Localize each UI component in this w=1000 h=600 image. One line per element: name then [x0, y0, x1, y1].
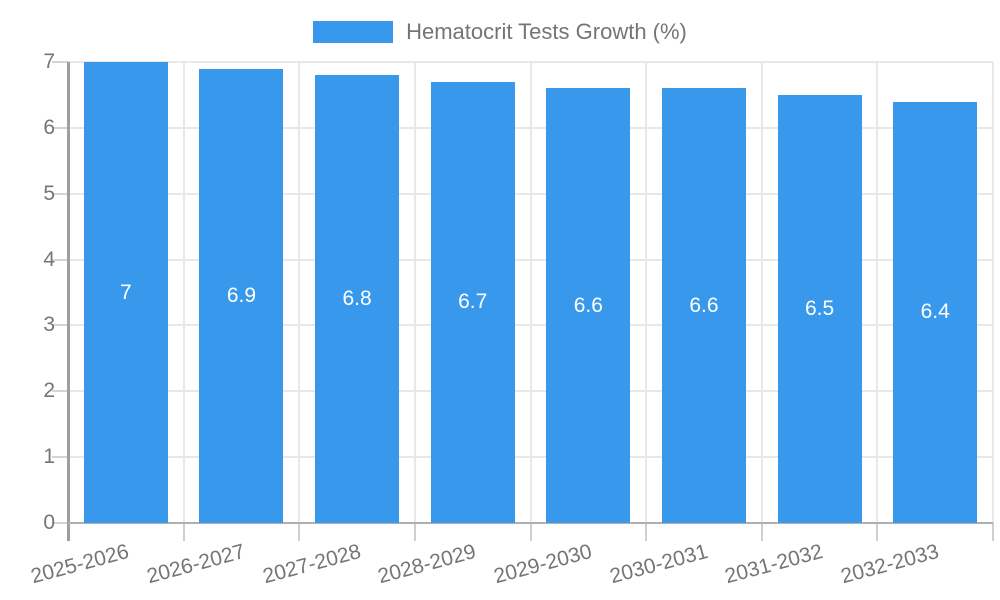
y-tick-label: 0 — [43, 511, 55, 534]
x-tick-mark — [298, 523, 301, 541]
bar-value-label: 6.8 — [342, 287, 372, 311]
y-tick-label: 2 — [43, 379, 55, 403]
x-tick-mark — [992, 523, 994, 541]
bar-value-label: 6.9 — [226, 283, 257, 307]
x-gridline — [182, 62, 185, 523]
x-tick-label: 2026-2027 — [144, 540, 248, 589]
x-tick-mark — [529, 523, 532, 541]
x-tick-mark — [876, 523, 879, 541]
x-tick-label: 2025-2026 — [28, 540, 132, 589]
bar[interactable] — [661, 88, 746, 523]
y-tick-label: 4 — [43, 247, 55, 271]
legend-swatch — [313, 21, 394, 43]
y-tick-mark — [52, 390, 68, 393]
bar[interactable] — [893, 101, 978, 523]
x-tick-mark — [413, 523, 416, 541]
y-tick-label: 6 — [43, 115, 55, 139]
bar-value-label: 7 — [119, 280, 132, 304]
x-gridline — [645, 62, 648, 523]
y-tick-label: 1 — [43, 445, 55, 469]
x-axis-line — [68, 522, 993, 524]
y-tick-mark — [52, 192, 68, 195]
x-tick-mark — [645, 523, 648, 541]
x-gridline — [992, 62, 994, 523]
y-axis-line — [67, 62, 70, 541]
x-gridline — [413, 62, 416, 523]
bar[interactable] — [777, 94, 862, 523]
y-tick-mark — [52, 456, 68, 459]
bar-value-label: 6.6 — [573, 293, 603, 317]
y-tick-mark — [52, 126, 68, 129]
x-gridline — [529, 62, 532, 523]
y-tick-mark — [52, 324, 68, 327]
x-tick-label: 2027-2028 — [260, 540, 364, 589]
x-tick-label: 2032-2033 — [838, 540, 942, 589]
y-tick-label: 7 — [43, 50, 55, 73]
bar[interactable] — [83, 62, 168, 523]
x-tick-mark — [760, 523, 763, 541]
x-gridline — [760, 62, 763, 523]
x-gridline — [298, 62, 301, 523]
y-tick-mark — [52, 522, 68, 524]
x-tick-mark — [182, 523, 185, 541]
bar[interactable] — [430, 81, 515, 523]
legend-item[interactable]: Hematocrit Tests Growth (%) — [0, 21, 1000, 43]
bar-value-label: 6.5 — [804, 296, 835, 320]
x-gridline — [876, 62, 879, 523]
x-tick-label: 2030-2031 — [606, 540, 710, 589]
x-tick-label: 2031-2032 — [722, 540, 826, 589]
bar[interactable] — [546, 88, 631, 523]
y-tick-label: 5 — [43, 181, 55, 205]
y-tick-mark — [52, 258, 68, 261]
bar-value-label: 6.4 — [920, 300, 950, 324]
legend-label: Hematocrit Tests Growth (%) — [406, 19, 687, 44]
x-tick-label: 2029-2030 — [491, 540, 595, 589]
y-tick-label: 3 — [43, 313, 55, 337]
bar[interactable] — [315, 75, 400, 523]
bar[interactable] — [199, 68, 284, 523]
bar-value-label: 6.7 — [458, 290, 488, 314]
bar-value-label: 6.6 — [689, 293, 719, 317]
y-tick-mark — [52, 61, 68, 63]
x-tick-label: 2028-2029 — [375, 540, 479, 589]
